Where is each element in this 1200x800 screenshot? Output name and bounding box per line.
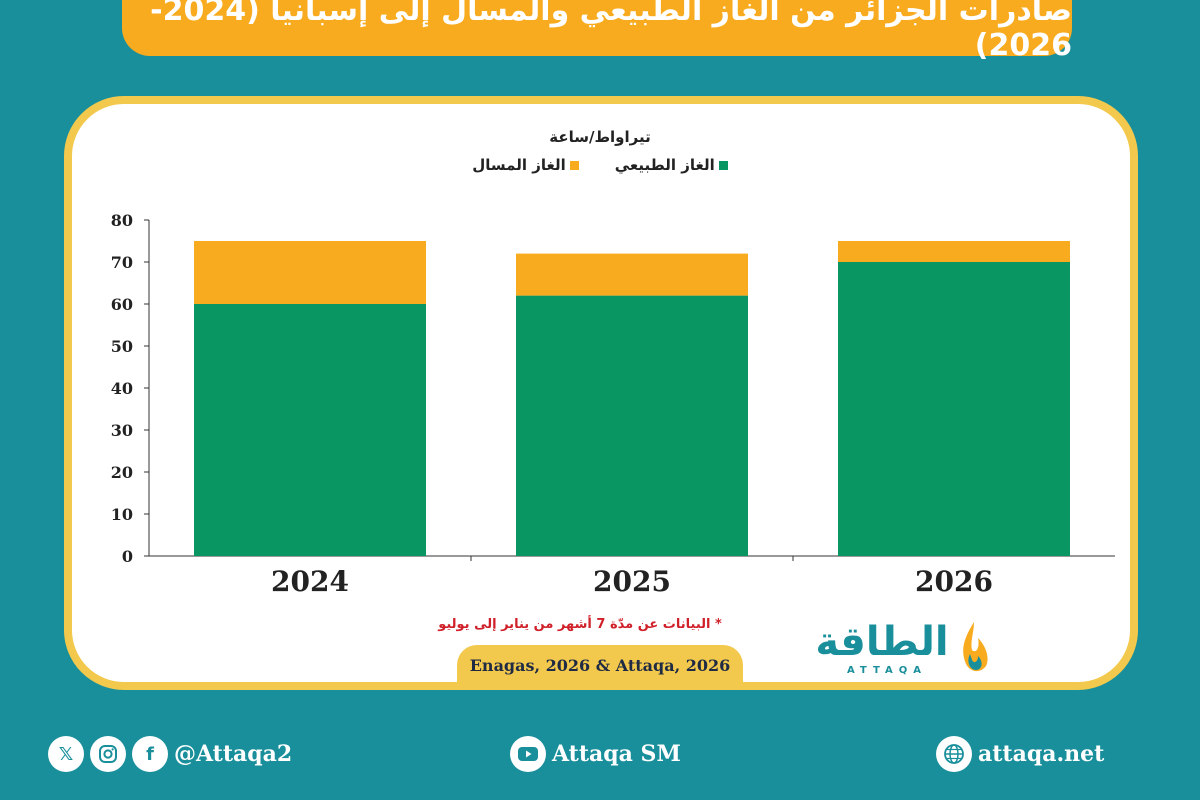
attaqa-logo: الطاقة ATTAQA xyxy=(806,618,996,684)
page-title: صادرات الجزائر من الغاز الطبيعي والمسال … xyxy=(150,0,1072,63)
legend-item-natural-gas: الغاز الطبيعي xyxy=(615,156,728,174)
source-label: Enagas, 2026 & Attaqa, 2026 xyxy=(457,645,743,685)
youtube-label[interactable]: Attaqa SM xyxy=(552,741,681,767)
logo-flame-icon xyxy=(963,622,988,672)
legend: الغاز الطبيعي الغاز المسال xyxy=(440,156,760,174)
title-bar: صادرات الجزائر من الغاز الطبيعي والمسال … xyxy=(122,0,1072,63)
website-label[interactable]: attaqa.net xyxy=(978,741,1105,767)
globe-icon[interactable] xyxy=(936,736,972,772)
logo-subtext: ATTAQA xyxy=(846,665,928,676)
footer-youtube: Attaqa SM xyxy=(510,736,681,772)
logo-text: الطاقة xyxy=(815,619,949,665)
x-icon[interactable]: 𝕏 xyxy=(48,736,84,772)
legend-swatch-natural-gas xyxy=(718,160,728,170)
unit-label: تيراواط/ساعة xyxy=(549,128,651,146)
facebook-icon[interactable]: f xyxy=(132,736,168,772)
instagram-icon[interactable] xyxy=(90,736,126,772)
chart-card xyxy=(64,96,1138,690)
footer-website: attaqa.net xyxy=(936,736,1104,772)
footnote: * البيانات عن مدّة 7 أشهر من يناير إلى ي… xyxy=(438,617,722,632)
legend-label-natural-gas: الغاز الطبيعي xyxy=(614,156,715,174)
youtube-icon[interactable] xyxy=(510,736,546,772)
footer-social: 𝕏 f @Attaqa2 xyxy=(48,736,292,772)
social-handle[interactable]: @Attaqa2 xyxy=(174,741,293,767)
legend-swatch-lng xyxy=(569,160,579,170)
legend-item-lng: الغاز المسال xyxy=(472,156,579,174)
legend-label-lng: الغاز المسال xyxy=(472,156,566,174)
